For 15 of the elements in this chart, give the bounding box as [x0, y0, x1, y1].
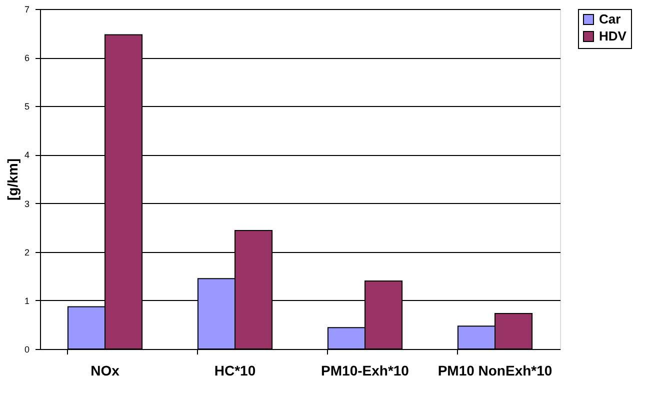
legend-label: HDV: [599, 28, 627, 44]
y-tick-label: 1: [24, 296, 30, 306]
legend-label: Car: [599, 12, 621, 26]
y-axis-title: [g/km]: [4, 158, 20, 200]
x-tick-label: NOx: [90, 362, 120, 378]
x-tick-label: PM10-Exh*10: [321, 362, 410, 378]
y-tick-label: 0: [24, 344, 30, 354]
x-tick-label: PM10 NonExh*10: [438, 362, 552, 378]
y-tick-label: 3: [24, 198, 30, 209]
y-tick-label: 4: [24, 150, 30, 160]
y-tick-label: 7: [24, 4, 30, 14]
y-tick-label: 5: [24, 102, 30, 112]
y-tick-label: 2: [24, 247, 30, 258]
y-tick-label: 6: [24, 53, 30, 64]
x-tick-label: HC*10: [214, 362, 256, 378]
